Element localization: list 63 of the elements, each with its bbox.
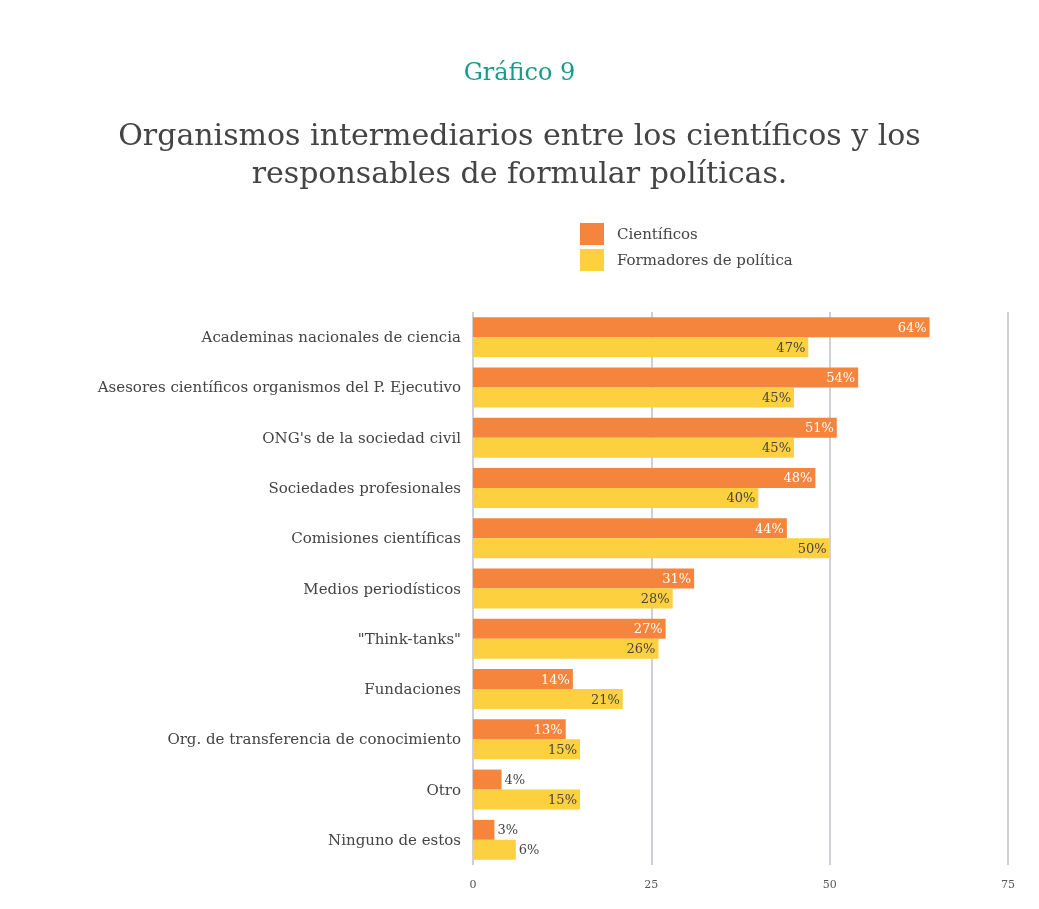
x-tick-label: 75 — [1001, 878, 1015, 891]
y-tick-label: Academinas nacionales de ciencia — [200, 328, 462, 347]
bar — [473, 839, 516, 860]
data-label: 4% — [504, 772, 526, 788]
data-label: 21% — [590, 691, 620, 707]
bar — [473, 638, 659, 659]
chart-title: Gráfico 9 — [463, 58, 576, 86]
bar — [473, 789, 580, 810]
x-tick-label: 25 — [644, 878, 659, 891]
y-tick-label: Ninguno de estos — [328, 830, 461, 849]
data-label: 15% — [548, 792, 577, 808]
data-label: 44% — [754, 520, 784, 536]
data-label: 13% — [533, 721, 563, 737]
bar — [473, 367, 859, 388]
bar — [473, 417, 837, 438]
bar — [473, 317, 930, 338]
data-label: 15% — [548, 741, 577, 757]
bar — [473, 739, 580, 760]
legend-label: Científicos — [617, 225, 698, 243]
bar — [473, 487, 759, 508]
data-label: 14% — [540, 671, 570, 687]
bar — [473, 437, 794, 458]
bar — [473, 819, 495, 840]
bar — [473, 337, 809, 358]
data-label: 64% — [897, 319, 927, 335]
chart-subtitle: Organismos intermediarios entre los científicos y los responsables de formular políticas. — [118, 116, 921, 190]
bar — [473, 538, 830, 559]
data-label: 54% — [826, 369, 856, 385]
bar — [473, 588, 673, 609]
y-tick-label: Medios periodísticos — [303, 579, 461, 598]
data-label: 3% — [497, 822, 519, 838]
bar — [473, 719, 566, 740]
bar — [473, 387, 794, 408]
data-label: 6% — [518, 842, 540, 858]
y-tick-label: Otro — [426, 780, 461, 799]
bar — [473, 618, 666, 639]
y-tick-label: "Think-tanks" — [357, 629, 461, 648]
bar — [473, 669, 573, 690]
legend-label: Formadores de política — [617, 251, 793, 269]
bar — [473, 568, 695, 589]
y-tick-label: ONG's de la sociedad civil — [262, 428, 462, 447]
bar — [473, 769, 502, 790]
data-label: 51% — [804, 420, 834, 436]
data-label: 40% — [726, 490, 756, 506]
data-label: 48% — [783, 470, 813, 486]
bar — [473, 689, 623, 710]
data-label: 47% — [776, 339, 806, 355]
x-tick-label: 0 — [469, 878, 477, 891]
y-tick-label: Fundaciones — [364, 680, 461, 699]
data-label: 45% — [762, 389, 791, 405]
data-label: 45% — [762, 440, 791, 456]
y-tick-label: Org. de transferencia de conocimiento — [167, 730, 461, 749]
y-tick-label: Comisiones científicas — [291, 529, 461, 548]
bar — [473, 467, 816, 488]
data-label: 26% — [626, 641, 656, 657]
y-tick-label: Asesores científicos organismos del P. Ejecutivo — [96, 378, 461, 397]
bar — [473, 518, 787, 539]
x-tick-label: 50 — [822, 878, 837, 891]
data-label: 31% — [662, 571, 692, 586]
data-label: 28% — [640, 591, 670, 606]
y-tick-label: Sociedades profesionales — [268, 478, 461, 497]
data-label: 50% — [797, 540, 827, 556]
data-label: 27% — [633, 621, 663, 637]
